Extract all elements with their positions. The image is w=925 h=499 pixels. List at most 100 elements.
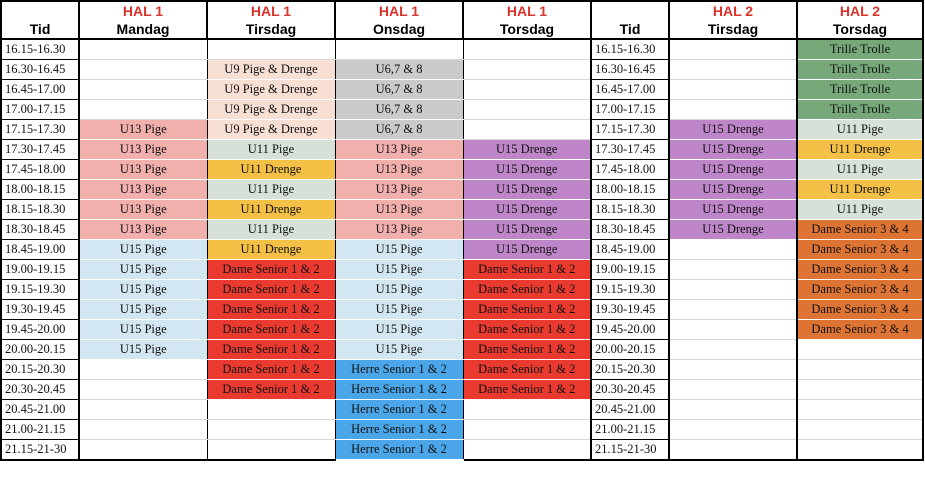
time-cell: 19.00-19.15 [0,259,79,280]
hal2-tirsdag-session: U15 Drenge [668,179,797,200]
mandag-cell [78,359,207,380]
hal2-tirsdag-cell [668,279,797,300]
tirsdag-session: Dame Senior 1 & 2 [206,359,335,380]
hal2-torsdag-session: Dame Senior 3 & 4 [796,259,924,280]
header-tid-2: Tid [590,20,669,40]
onsdag-session: Herre Senior 1 & 2 [334,399,463,420]
torsdag-cell [462,119,591,140]
tirsdag-session: Dame Senior 1 & 2 [206,259,335,280]
mandag-session: U15 Pige [78,319,207,340]
schedule-row: 19.00-19.15 U15 Pige Dame Senior 1 & 2 U15 … [0,259,924,280]
schedule-body: 16.15-16.30 16.15-16.30 Trille Trolle 16.30… [0,39,924,461]
torsdag-session: Dame Senior 1 & 2 [462,259,591,280]
hall-cell-torsdag: HAL 1 [462,0,591,20]
header-onsdag: Onsdag [334,20,463,40]
torsdag-session: Dame Senior 1 & 2 [462,379,591,400]
hal2-torsdag-session: Dame Senior 3 & 4 [796,299,924,320]
hal2-tirsdag-session: U15 Drenge [668,219,797,240]
schedule-row: 17.00-17.15 U9 Pige & Drenge U6,7 & 8 17.00… [0,99,924,120]
hal2-torsdag-session: U11 Drenge [796,139,924,160]
tirsdag-session: U11 Drenge [206,239,335,260]
time-cell: 19.15-19.30 [590,279,669,300]
torsdag-cell [462,399,591,420]
time-cell: 17.15-17.30 [590,119,669,140]
torsdag-session: Dame Senior 1 & 2 [462,359,591,380]
schedule-row: 21.00-21.15 Herre Senior 1 & 2 21.00-21.15 [0,419,924,440]
time-cell: 17.30-17.45 [590,139,669,160]
schedule-row: 20.45-21.00 Herre Senior 1 & 2 20.45-21.00 [0,399,924,420]
tirsdag-session: Dame Senior 1 & 2 [206,299,335,320]
tirsdag-session: U9 Pige & Drenge [206,59,335,80]
hal2-torsdag-session: Trille Trolle [796,39,924,60]
hal2-tirsdag-cell [668,259,797,280]
hal2-tirsdag-cell [668,339,797,360]
hal2-torsdag-session: Trille Trolle [796,59,924,80]
torsdag-cell [462,439,591,461]
tirsdag-session: Dame Senior 1 & 2 [206,339,335,360]
mandag-cell [78,39,207,60]
time-cell: 19.45-20.00 [590,319,669,340]
time-cell: 20.15-20.30 [0,359,79,380]
torsdag-session: Dame Senior 1 & 2 [462,339,591,360]
tirsdag-session: U9 Pige & Drenge [206,79,335,100]
tirsdag-session: U11 Pige [206,219,335,240]
time-cell: 17.00-17.15 [0,99,79,120]
hal2-tirsdag-cell [668,99,797,120]
header-hal2-tirsdag: Tirsdag [668,20,797,40]
onsdag-session: Herre Senior 1 & 2 [334,419,463,440]
torsdag-session: Dame Senior 1 & 2 [462,319,591,340]
schedule-row: 20.30-20.45 Dame Senior 1 & 2 Herre Senior… [0,379,924,400]
torsdag-session: Dame Senior 1 & 2 [462,299,591,320]
time-cell: 18.15-18.30 [0,199,79,220]
hal2-tirsdag-cell [668,399,797,420]
schedule-row: 17.30-17.45 U13 Pige U11 Pige U13 Pige U15 D… [0,139,924,160]
schedule-row: 21.15-21-30 Herre Senior 1 & 2 21.15-21-30 [0,439,924,461]
mandag-cell [78,419,207,440]
time-cell: 17.00-17.15 [590,99,669,120]
schedule-row: 20.00-20.15 U15 Pige Dame Senior 1 & 2 U15 … [0,339,924,360]
time-cell: 16.30-16.45 [590,59,669,80]
onsdag-session: Herre Senior 1 & 2 [334,359,463,380]
hall-cell-onsdag: HAL 1 [334,0,463,20]
onsdag-session: U6,7 & 8 [334,79,463,100]
time-cell: 16.15-16.30 [0,39,79,60]
onsdag-session: U15 Pige [334,299,463,320]
schedule-row: 20.15-20.30 Dame Senior 1 & 2 Herre Senior… [0,359,924,380]
hal2-tirsdag-cell [668,439,797,461]
onsdag-session: U13 Pige [334,199,463,220]
torsdag-session: U15 Drenge [462,239,591,260]
tirsdag-session: U11 Drenge [206,199,335,220]
time-cell: 19.15-19.30 [0,279,79,300]
hal2-torsdag-cell [796,419,924,440]
onsdag-session: U15 Pige [334,319,463,340]
schedule-row: 19.15-19.30 U15 Pige Dame Senior 1 & 2 U15 … [0,279,924,300]
hal2-tirsdag-session: U15 Drenge [668,119,797,140]
mandag-session: U13 Pige [78,199,207,220]
time-cell: 20.15-20.30 [590,359,669,380]
hal2-tirsdag-cell [668,379,797,400]
schedule-row: 16.15-16.30 16.15-16.30 Trille Trolle [0,39,924,60]
hal2-torsdag-cell [796,339,924,360]
schedule-row: 18.45-19.00 U15 Pige U11 Drenge U15 Pige U15… [0,239,924,260]
mandag-cell [78,399,207,420]
mandag-session: U15 Pige [78,339,207,360]
tirsdag-session: U9 Pige & Drenge [206,99,335,120]
mandag-session: U15 Pige [78,279,207,300]
onsdag-session: U6,7 & 8 [334,59,463,80]
time-cell: 17.15-17.30 [0,119,79,140]
hall-cell-tid [0,0,79,20]
time-cell: 19.45-20.00 [0,319,79,340]
torsdag-cell [462,59,591,80]
time-cell: 21.00-21.15 [0,419,79,440]
tirsdag-cell [206,39,335,60]
header-torsdag: Torsdag [462,20,591,40]
onsdag-session: U13 Pige [334,159,463,180]
hal2-tirsdag-session: U15 Drenge [668,139,797,160]
torsdag-session: U15 Drenge [462,179,591,200]
torsdag-cell [462,39,591,60]
mandag-session: U15 Pige [78,239,207,260]
schedule-table: HAL 1 HAL 1 HAL 1 HAL 1 HAL 2 HAL 2 Tid … [0,0,924,461]
time-cell: 20.30-20.45 [590,379,669,400]
torsdag-session: U15 Drenge [462,159,591,180]
onsdag-session: U15 Pige [334,259,463,280]
